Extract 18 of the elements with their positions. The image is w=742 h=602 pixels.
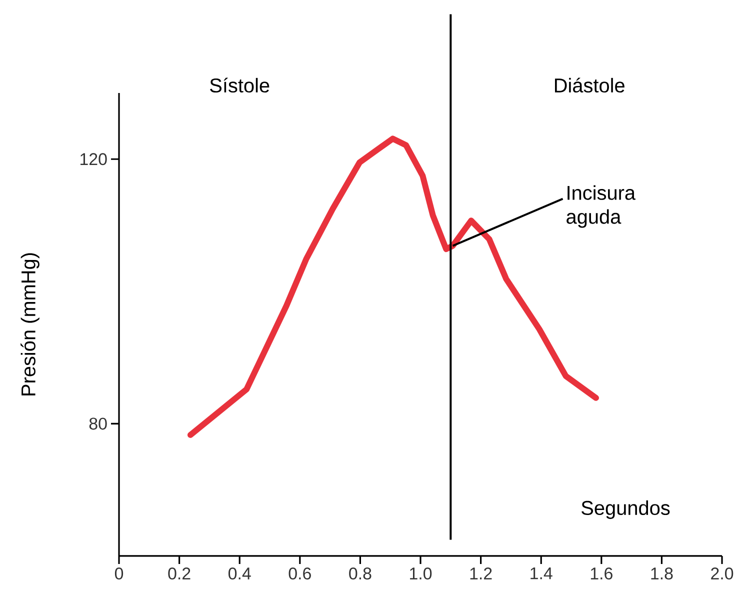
y-tick-label: 80 bbox=[89, 418, 107, 430]
text: Diástole bbox=[554, 78, 624, 93]
x-tick-label: 0.8 bbox=[349, 568, 372, 580]
x-tick-label: 1.4 bbox=[530, 568, 552, 580]
x-tick-label: 0.6 bbox=[288, 568, 311, 580]
x-tick-label: 0.2 bbox=[168, 568, 190, 580]
x-tick-label: 1.8 bbox=[651, 568, 673, 580]
x-axis-title: Segundos bbox=[582, 500, 670, 519]
x-tick-label: 0.4 bbox=[228, 568, 251, 580]
x-tick-label: 2.0 bbox=[711, 568, 734, 580]
y-tick-label: 120 bbox=[80, 153, 107, 166]
x-tick-label: 1.0 bbox=[410, 568, 432, 580]
x-tick-label: 0 bbox=[114, 568, 124, 580]
x-tick-label: 1.6 bbox=[590, 568, 612, 580]
x-tick-label: 1.2 bbox=[470, 568, 492, 580]
annotation: Incisura aguda bbox=[566, 185, 636, 228]
y-axis-title: Presión (mmHg) bbox=[20, 253, 40, 396]
text: Sístole bbox=[210, 78, 270, 93]
